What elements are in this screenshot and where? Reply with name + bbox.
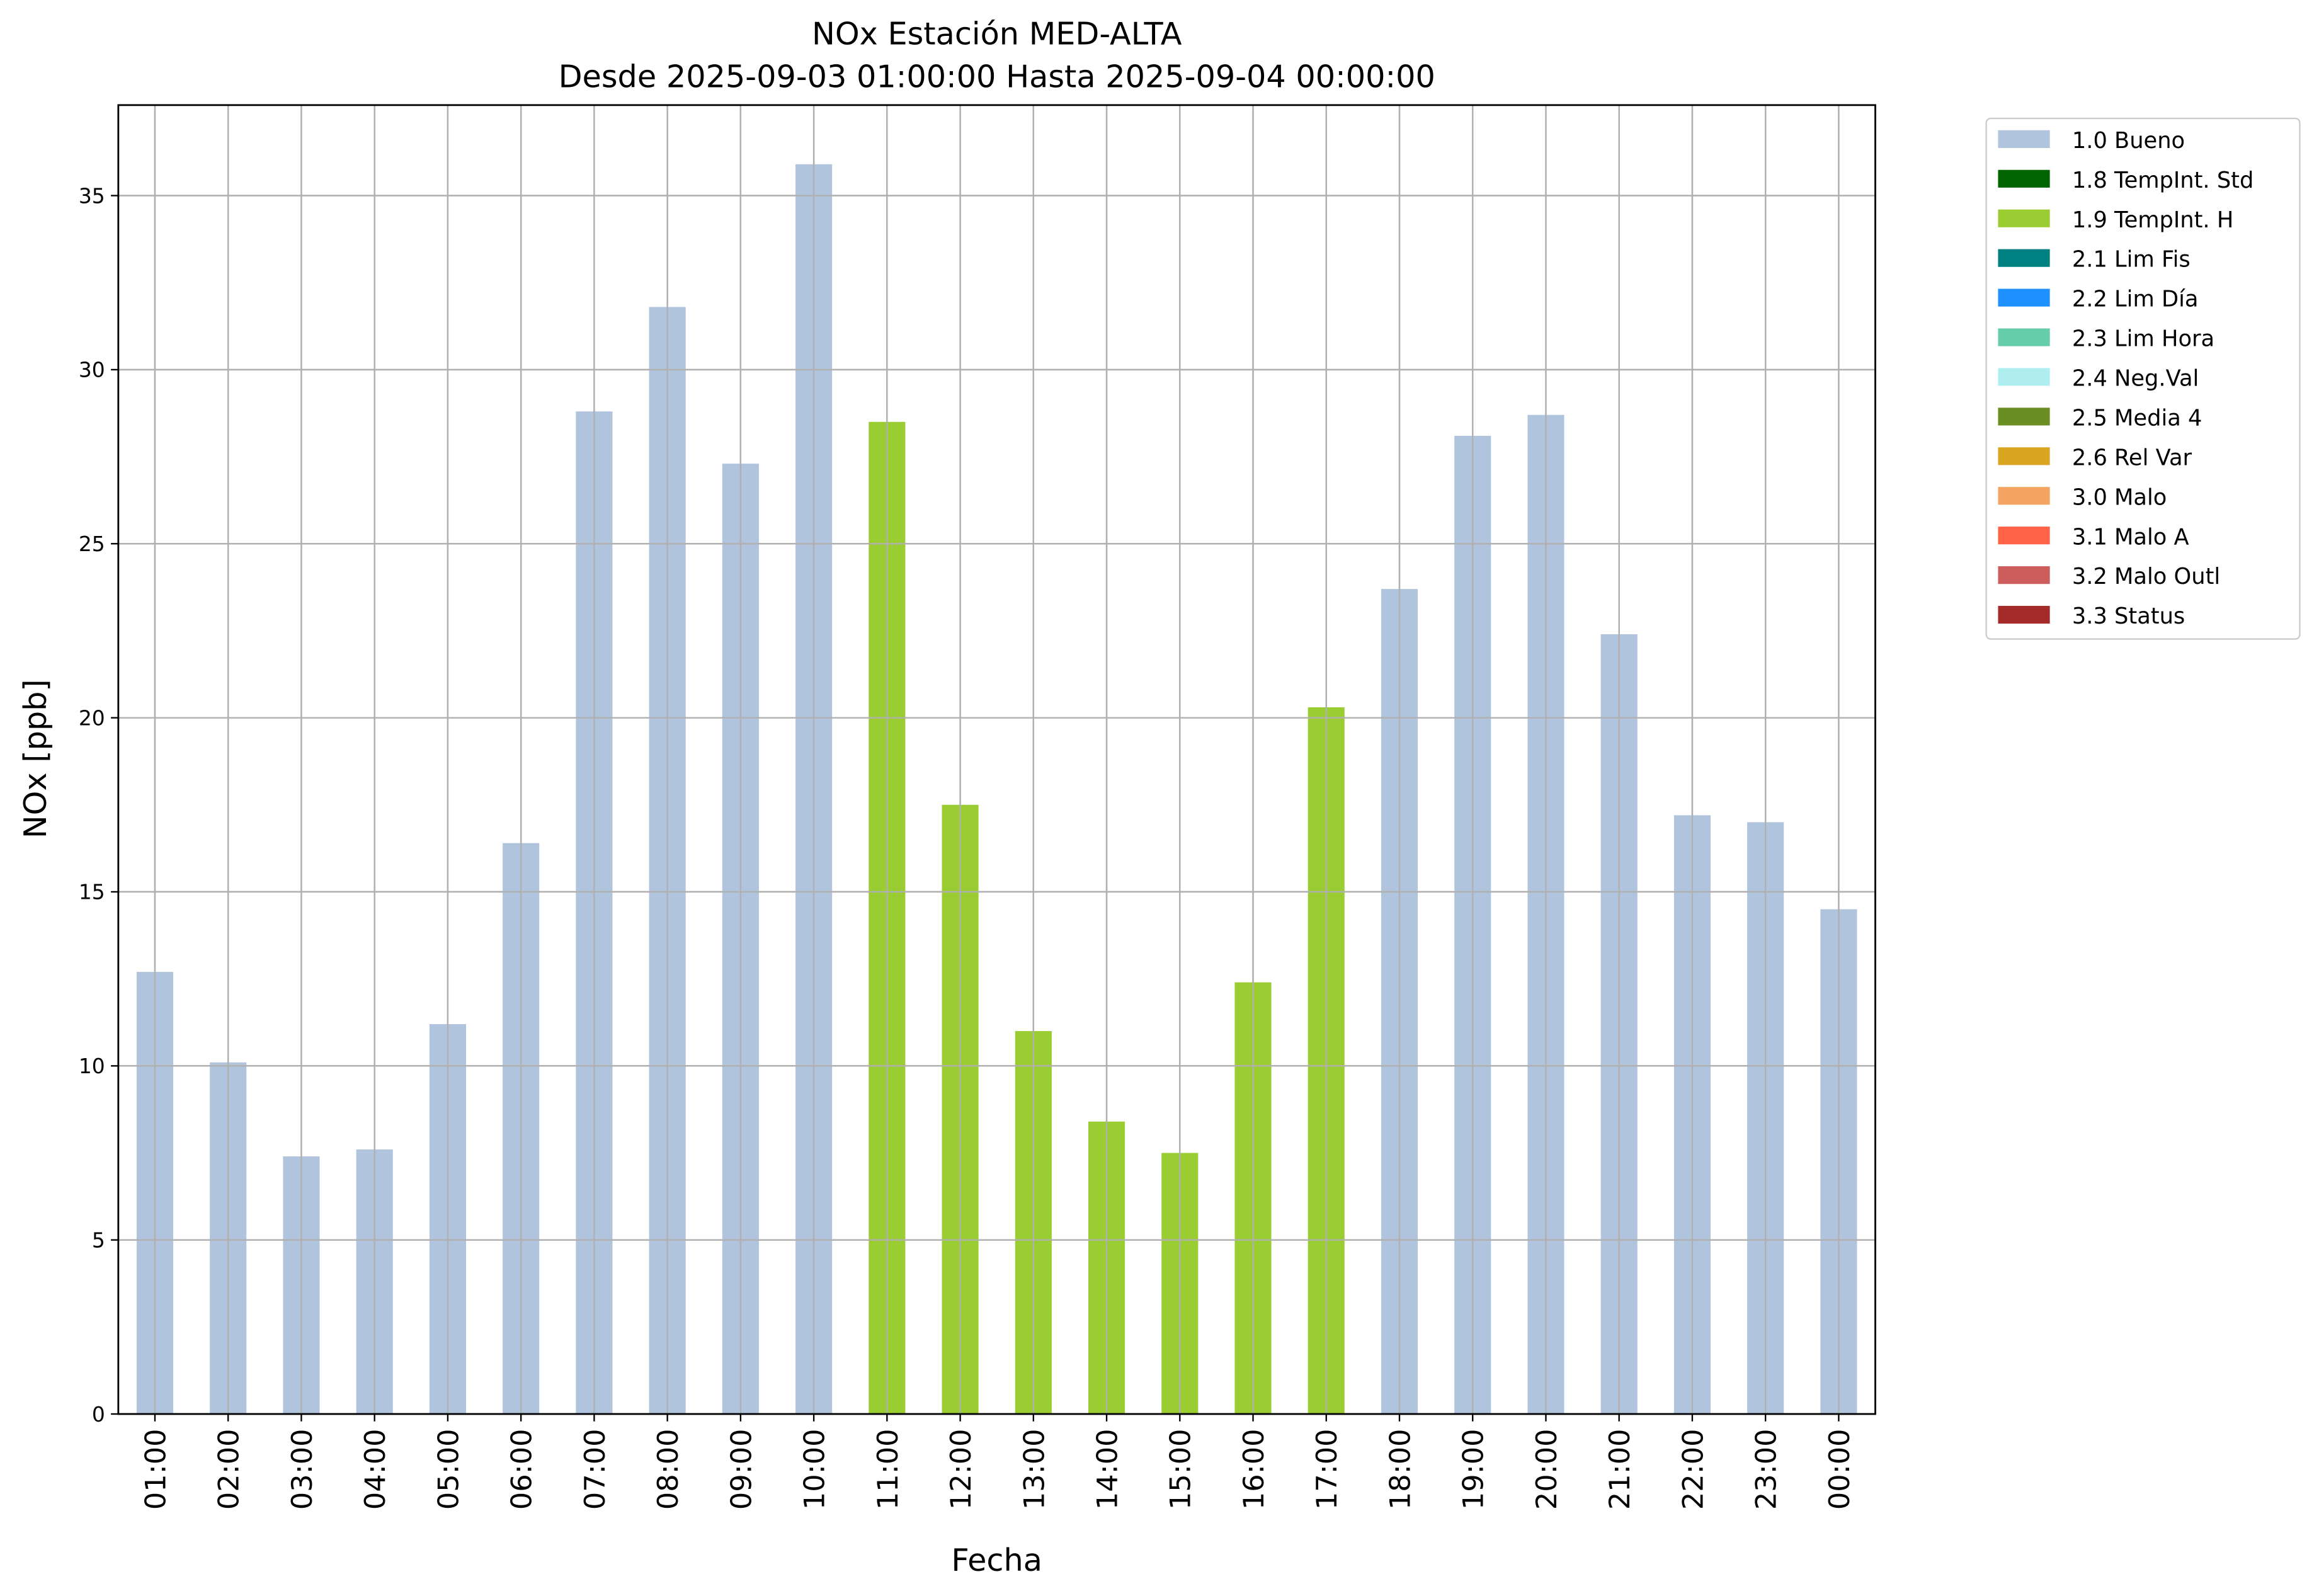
legend-swatch <box>1998 566 2050 584</box>
y-tick-label: 5 <box>92 1228 105 1252</box>
x-tick-label: 17:00 <box>1311 1429 1343 1510</box>
y-axis-label: NOx [ppb] <box>17 679 54 838</box>
x-tick-label: 22:00 <box>1677 1429 1709 1510</box>
legend-label: 2.2 Lim Día <box>2072 287 2199 312</box>
legend-label: 3.3 Status <box>2072 603 2185 629</box>
legend-label: 2.6 Rel Var <box>2072 445 2192 470</box>
legend-swatch <box>1998 605 2050 624</box>
y-tick-label: 35 <box>79 183 105 208</box>
legend-label: 2.4 Neg.Val <box>2072 366 2199 392</box>
y-tick-label: 20 <box>79 705 105 730</box>
legend-label: 1.9 TempInt. H <box>2072 207 2233 233</box>
x-tick-label: 15:00 <box>1165 1429 1197 1510</box>
x-tick-label: 05:00 <box>432 1429 465 1510</box>
y-tick-label: 0 <box>92 1402 105 1427</box>
legend-swatch <box>1998 487 2050 505</box>
legend-label: 3.0 Malo <box>2072 484 2167 510</box>
x-tick-label: 19:00 <box>1457 1429 1490 1510</box>
legend-swatch <box>1998 209 2050 227</box>
legend-label: 2.1 Lim Fis <box>2072 247 2191 273</box>
x-tick-label: 23:00 <box>1750 1429 1783 1510</box>
y-tick-label: 25 <box>79 532 105 556</box>
y-tick-label: 15 <box>79 880 105 904</box>
x-tick-label: 09:00 <box>725 1429 758 1510</box>
x-tick-label: 12:00 <box>945 1429 977 1510</box>
legend-frame <box>1985 117 2301 640</box>
legend-label: 1.8 TempInt. Std <box>2072 168 2254 193</box>
legend-label: 3.1 Malo A <box>2072 524 2189 550</box>
x-ticks: 01:00 02:00 03:00 04:00 05:00 06:00 07:00 08:00… <box>139 1414 1856 1510</box>
legend-swatch <box>1998 368 2050 386</box>
legend-swatch <box>1998 447 2050 465</box>
x-tick-label: 08:00 <box>652 1429 685 1510</box>
y-tick-label: 10 <box>79 1054 105 1078</box>
x-tick-label: 11:00 <box>872 1429 904 1510</box>
legend-label: 1.0 Bueno <box>2072 128 2185 154</box>
x-axis-label: Fecha <box>951 1542 1042 1578</box>
legend-label: 2.3 Lim Hora <box>2072 326 2214 352</box>
x-tick-label: 18:00 <box>1384 1429 1416 1510</box>
legend: 1.0 Bueno 1.8 TempInt. Std 1.9 TempInt. H 2… <box>1985 117 2301 640</box>
x-tick-label: 02:00 <box>213 1429 246 1510</box>
legend-swatch <box>1998 130 2050 148</box>
x-tick-label: 21:00 <box>1604 1429 1636 1510</box>
y-ticks: 0 5 10 15 20 25 30 35 <box>79 183 118 1427</box>
legend-swatch <box>1998 288 2050 307</box>
x-tick-label: 20:00 <box>1530 1429 1563 1510</box>
chart-title: NOx Estación MED-ALTA <box>812 16 1182 52</box>
plot-frame <box>117 104 1876 1415</box>
legend-swatch <box>1998 249 2050 267</box>
x-tick-label: 16:00 <box>1238 1429 1270 1510</box>
y-tick-label: 30 <box>79 358 105 382</box>
x-tick-label: 03:00 <box>286 1429 319 1510</box>
x-tick-label: 07:00 <box>579 1429 612 1510</box>
legend-label: 3.2 Malo Outl <box>2072 564 2220 590</box>
x-tick-label: 01:00 <box>139 1429 172 1510</box>
x-tick-label: 00:00 <box>1823 1429 1856 1510</box>
bars <box>118 105 1876 1415</box>
x-tick-label: 10:00 <box>799 1429 831 1510</box>
chart-subtitle: Desde 2025-09-03 01:00:00 Hasta 2025-09-… <box>559 59 1435 95</box>
legend-swatch <box>1998 527 2050 545</box>
x-tick-label: 14:00 <box>1091 1429 1124 1510</box>
legend-swatch <box>1998 408 2050 426</box>
legend-swatch <box>1998 169 2050 188</box>
legend-label: 2.5 Media 4 <box>2072 405 2202 431</box>
x-tick-label: 04:00 <box>359 1429 392 1510</box>
x-tick-label: 06:00 <box>506 1429 538 1510</box>
legend-swatch <box>1998 328 2050 346</box>
x-tick-label: 13:00 <box>1018 1429 1051 1510</box>
